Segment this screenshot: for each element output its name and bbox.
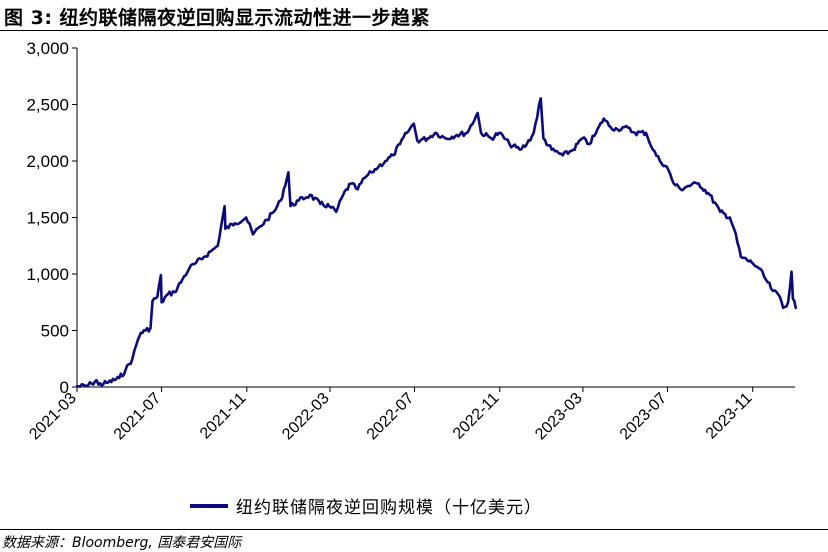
y-tick-label: 500	[41, 322, 69, 341]
x-tick-label: 2022-07	[364, 390, 418, 444]
series-layer	[75, 97, 797, 388]
x-axis: 2021-03 2021-07 2021-11 2022-03 2022-07 2022-…	[26, 386, 795, 444]
y-tick-label: 0	[60, 378, 69, 397]
legend-swatch	[190, 503, 228, 508]
series-line-0	[75, 97, 797, 388]
y-tick-label: 1,000	[26, 265, 69, 284]
x-tick-label: 2023-11	[703, 390, 756, 443]
y-tick-label: 2,500	[26, 96, 69, 115]
x-tick-label: 2022-11	[450, 390, 503, 443]
x-tick-label: 2023-03	[532, 390, 586, 444]
x-tick-label: 2021-11	[197, 390, 250, 443]
x-tick-label: 2021-03	[26, 390, 80, 444]
title-rule	[0, 30, 828, 31]
x-tick-label: 2023-07	[617, 390, 671, 444]
y-axis: 0 500 1,000 1,500 2,000 2,500 3,000	[26, 39, 78, 397]
x-tick-label: 2021-07	[111, 390, 165, 444]
page-title: 图 3: 纽约联储隔夜逆回购显示流动性进一步趋紧	[4, 7, 431, 29]
y-tick-label: 1,500	[26, 209, 69, 228]
legend-label: 纽约联储隔夜逆回购规模（十亿美元）	[236, 498, 542, 518]
y-tick-label: 3,000	[26, 39, 69, 58]
y-tick-label: 2,000	[26, 152, 69, 171]
legend: 纽约联储隔夜逆回购规模（十亿美元）	[190, 493, 542, 518]
x-tick-label: 2022-03	[279, 390, 333, 444]
footer-rule	[0, 529, 828, 530]
source-note: 数据来源：Bloomberg, 国泰君安国际	[2, 535, 242, 551]
